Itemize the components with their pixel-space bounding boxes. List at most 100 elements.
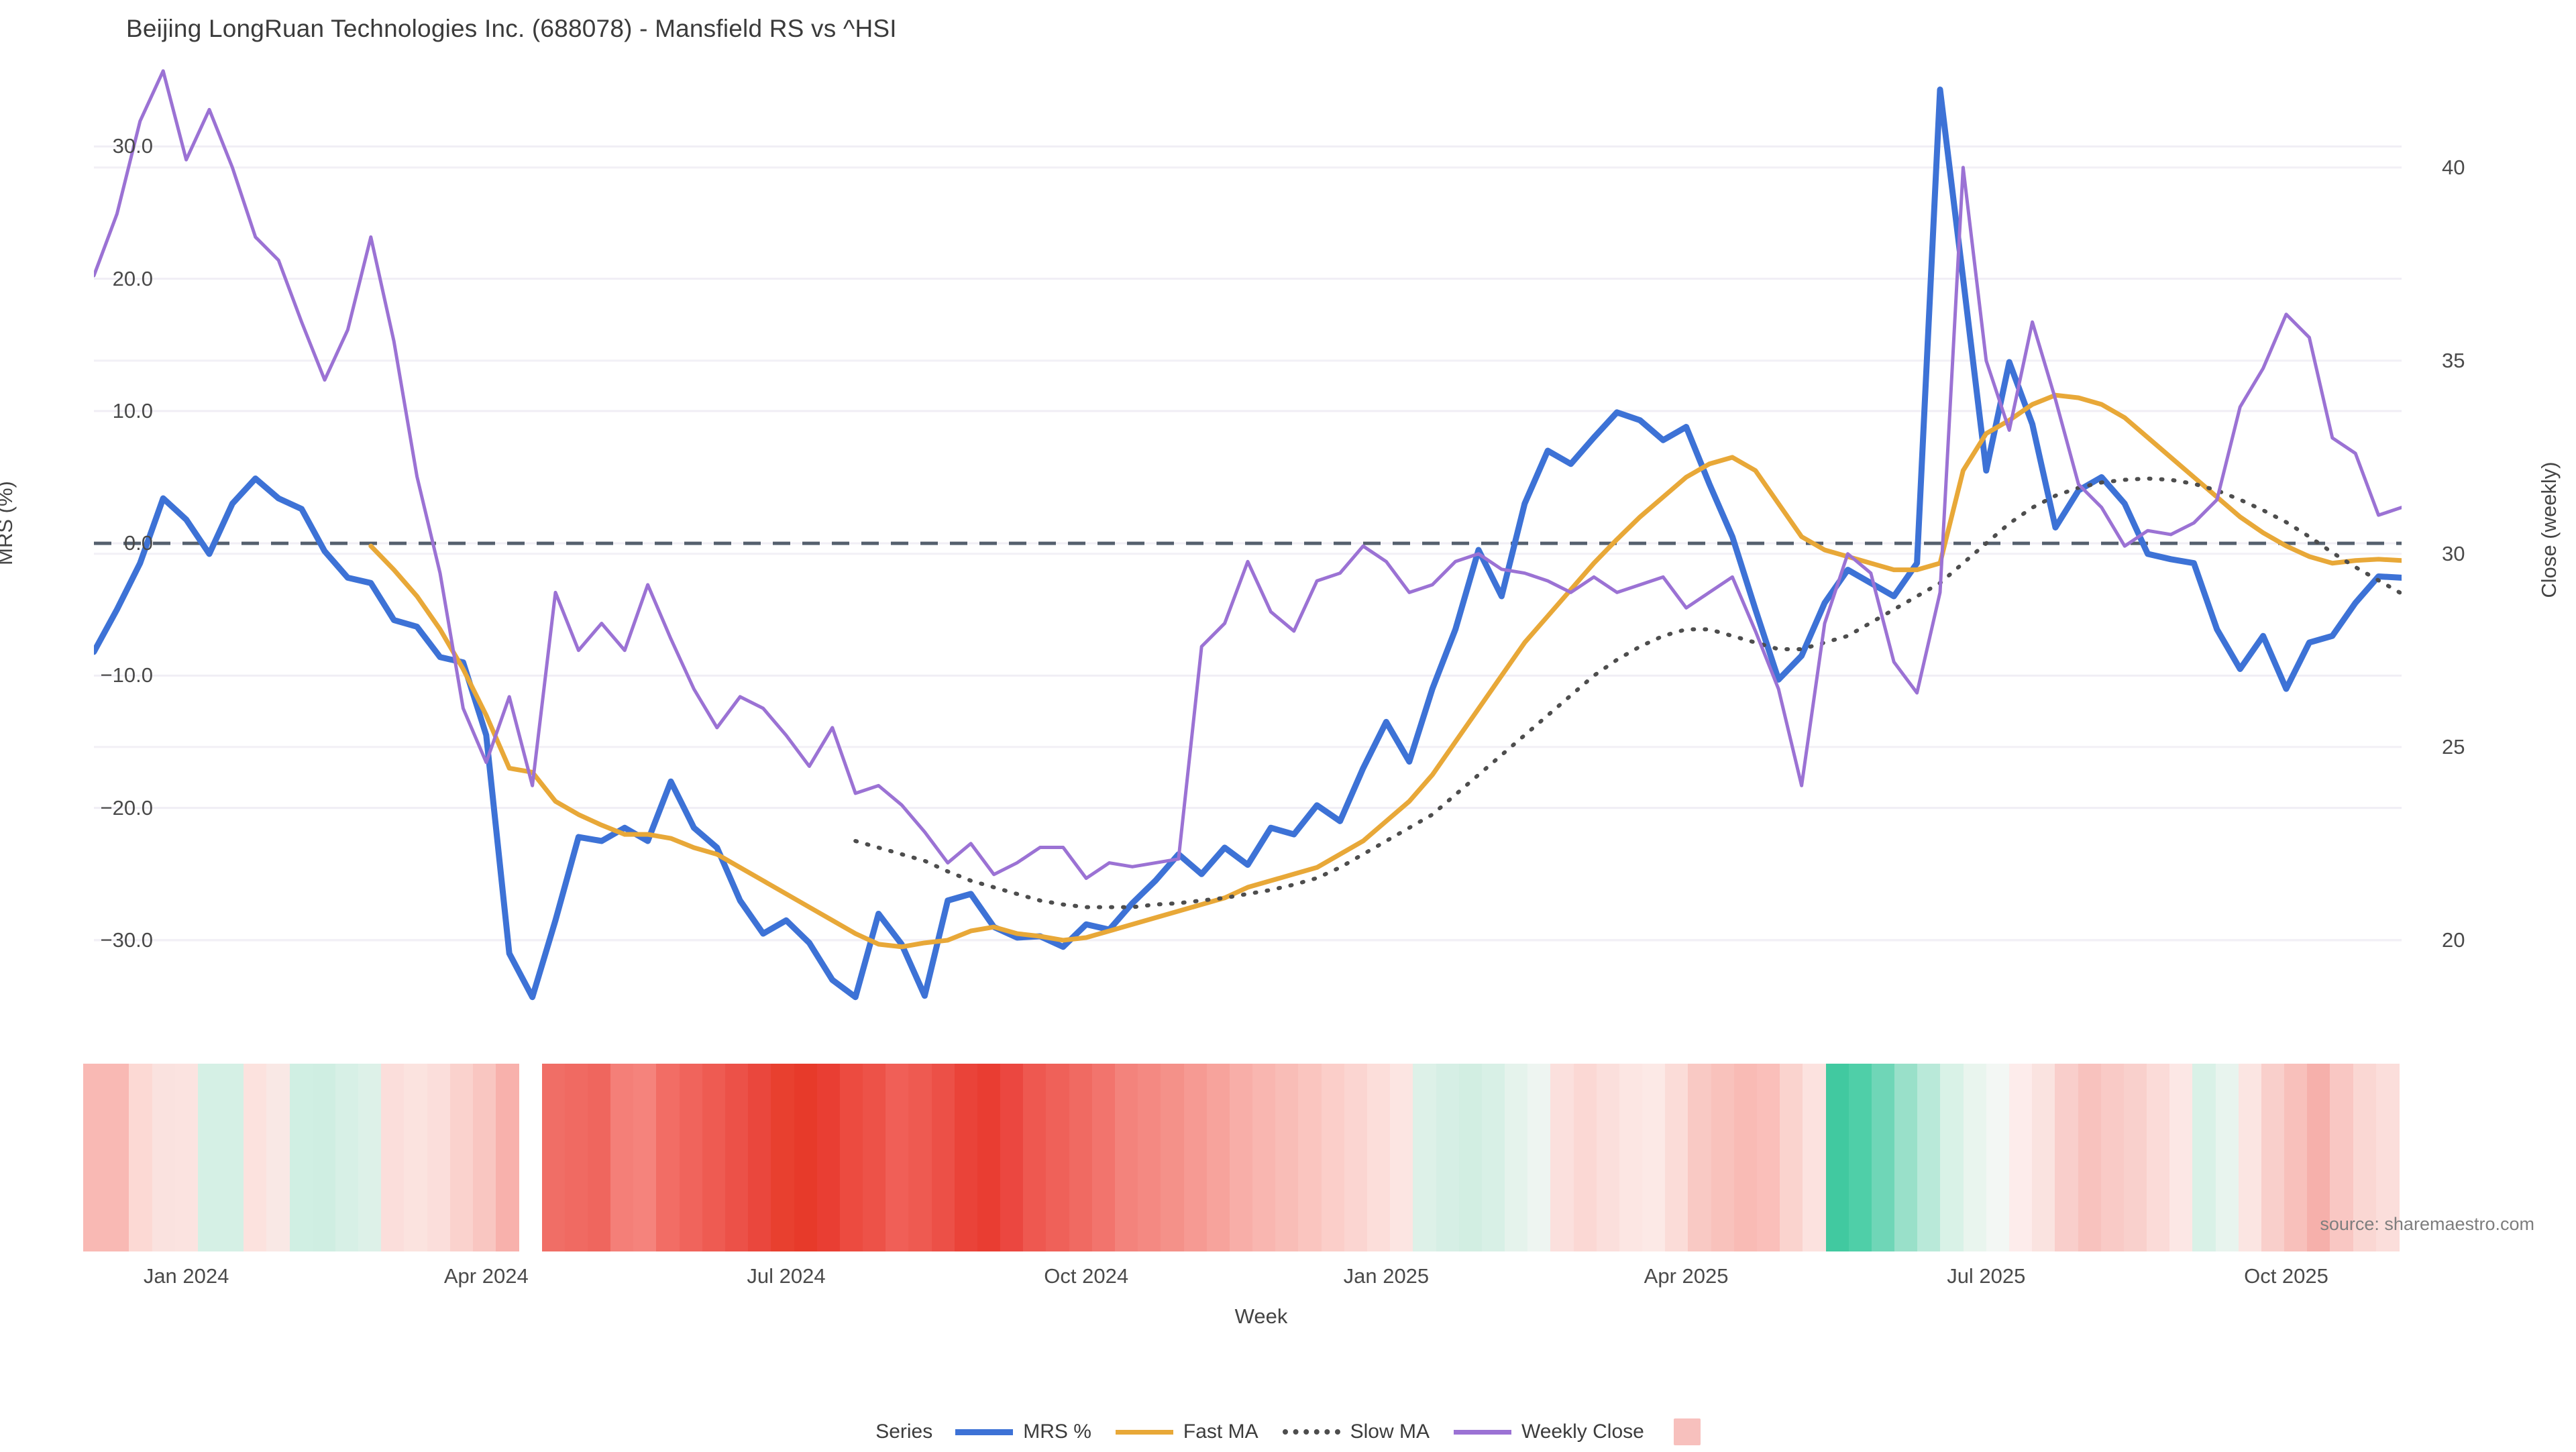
heatmap-cell xyxy=(106,1064,129,1251)
heatmap-cell xyxy=(724,1064,749,1251)
series-line-mrs xyxy=(94,87,2402,1001)
legend-swatch xyxy=(1115,1429,1173,1435)
x-tick-label: Jan 2024 xyxy=(143,1264,229,1288)
heatmap-cell xyxy=(1344,1064,1368,1251)
heatmap-cell xyxy=(977,1064,1001,1251)
heatmap-cell xyxy=(1917,1064,1941,1251)
legend-item-weekly-close[interactable]: Weekly Close xyxy=(1453,1420,1644,1443)
heatmap-cell xyxy=(541,1064,566,1251)
heatmap-cell xyxy=(1298,1064,1322,1251)
y-tick-label-right: 35 xyxy=(2442,348,2465,372)
heatmap-cell xyxy=(1069,1064,1093,1251)
y-tick-label-left: 20.0 xyxy=(112,266,153,290)
heatmap-cell xyxy=(2215,1064,2239,1251)
heatmap-cell xyxy=(2055,1064,2079,1251)
heatmap-cell xyxy=(473,1064,496,1251)
x-tick-label: Apr 2024 xyxy=(443,1264,529,1288)
heatmap-cell xyxy=(954,1064,978,1251)
chart-legend: Series MRS % Fast MA Slow MA Weekly Close xyxy=(0,1412,2576,1452)
legend-item-fast-ma[interactable]: Fast MA xyxy=(1115,1420,1258,1443)
heatmap-cell xyxy=(197,1064,221,1251)
legend-swatch xyxy=(955,1429,1014,1435)
heatmap-cell xyxy=(1321,1064,1345,1251)
heatmap-cell xyxy=(1436,1064,1460,1251)
heatmap-cell xyxy=(496,1064,519,1251)
heatmap-cell xyxy=(1940,1064,1964,1251)
legend-label: Slow MA xyxy=(1350,1420,1430,1443)
y-tick-label-right: 20 xyxy=(2442,928,2465,952)
heatmap-cell xyxy=(2375,1064,2400,1251)
x-tick-label: Apr 2025 xyxy=(1644,1264,1729,1288)
heatmap-cell xyxy=(2330,1064,2354,1251)
heatmap-cell xyxy=(863,1064,886,1251)
heatmap-cell xyxy=(1206,1064,1230,1251)
rs-heatmap-strip xyxy=(83,1064,2400,1251)
x-tick-label: Oct 2025 xyxy=(2244,1264,2328,1288)
plot-svg xyxy=(94,69,2402,1001)
heatmap-cell xyxy=(358,1064,382,1251)
heatmap-cell xyxy=(1733,1064,1758,1251)
heatmap-cell xyxy=(610,1064,634,1251)
legend-item-slow-ma[interactable]: Slow MA xyxy=(1282,1420,1430,1443)
heatmap-cell xyxy=(1550,1064,1574,1251)
heatmap-cell xyxy=(1642,1064,1666,1251)
heatmap-cell xyxy=(221,1064,244,1251)
heatmap-cell xyxy=(1825,1064,1849,1251)
y-tick-label-left: −10.0 xyxy=(100,663,153,687)
legend-title: Series xyxy=(875,1420,933,1443)
heatmap-cell xyxy=(1711,1064,1735,1251)
y-tick-label-left: 30.0 xyxy=(112,134,153,158)
legend-label: Fast MA xyxy=(1183,1420,1258,1443)
x-tick-label: Jul 2025 xyxy=(1947,1264,2026,1288)
heatmap-cell xyxy=(1780,1064,1803,1251)
heatmap-cell xyxy=(564,1064,588,1251)
heatmap-cell xyxy=(289,1064,313,1251)
source-attribution: source: sharemaestro.com xyxy=(2320,1214,2534,1234)
heatmap-cell xyxy=(152,1064,176,1251)
y-axis-label-right: Close (weekly) xyxy=(2537,461,2561,598)
heatmap-cell xyxy=(1848,1064,1872,1251)
heatmap-cell xyxy=(1229,1064,1253,1251)
heatmap-cell xyxy=(1046,1064,1070,1251)
heatmap-cell xyxy=(748,1064,771,1251)
x-tick-label: Jul 2024 xyxy=(747,1264,826,1288)
heatmap-cell xyxy=(335,1064,359,1251)
heatmap-cell xyxy=(1091,1064,1116,1251)
heatmap-cell xyxy=(2307,1064,2331,1251)
heatmap-cell xyxy=(2353,1064,2377,1251)
heatmap-cell xyxy=(129,1064,153,1251)
heatmap-cell xyxy=(1871,1064,1895,1251)
heatmap-cell xyxy=(1138,1064,1161,1251)
heatmap-cell xyxy=(83,1064,107,1251)
x-tick-label: Jan 2025 xyxy=(1343,1264,1430,1288)
heatmap-cell xyxy=(1573,1064,1597,1251)
heatmap-cell xyxy=(1894,1064,1918,1251)
y-tick-label-left: 0.0 xyxy=(123,531,153,555)
heatmap-cell xyxy=(1161,1064,1185,1251)
heatmap-cell xyxy=(1390,1064,1413,1251)
heatmap-cell xyxy=(2100,1064,2125,1251)
heatmap-cell xyxy=(174,1064,199,1251)
heatmap-cell xyxy=(1458,1064,1483,1251)
heatmap-cell xyxy=(1183,1064,1208,1251)
series-line-weekly-close xyxy=(94,69,2402,881)
heatmap-cell xyxy=(679,1064,703,1251)
heatmap-cell xyxy=(404,1064,428,1251)
plot-area xyxy=(94,67,2402,1033)
legend-swatch xyxy=(1282,1429,1340,1435)
heatmap-cell xyxy=(2123,1064,2147,1251)
legend-swatch xyxy=(1453,1429,1511,1435)
heatmap-cell xyxy=(266,1064,290,1251)
y-tick-label-right: 25 xyxy=(2442,734,2465,759)
heatmap-cell xyxy=(1986,1064,2010,1251)
heatmap-cell xyxy=(1000,1064,1024,1251)
heatmap-cell xyxy=(2078,1064,2102,1251)
chart-title: Beijing LongRuan Technologies Inc. (6880… xyxy=(126,15,897,42)
series-line-slow-ma xyxy=(853,476,2402,909)
legend-item-mrs[interactable]: MRS % xyxy=(955,1420,1091,1443)
heatmap-cell xyxy=(381,1064,405,1251)
heatmap-cell xyxy=(2261,1064,2285,1251)
heatmap-cell xyxy=(1803,1064,1827,1251)
y-tick-label-left: −30.0 xyxy=(100,928,153,952)
